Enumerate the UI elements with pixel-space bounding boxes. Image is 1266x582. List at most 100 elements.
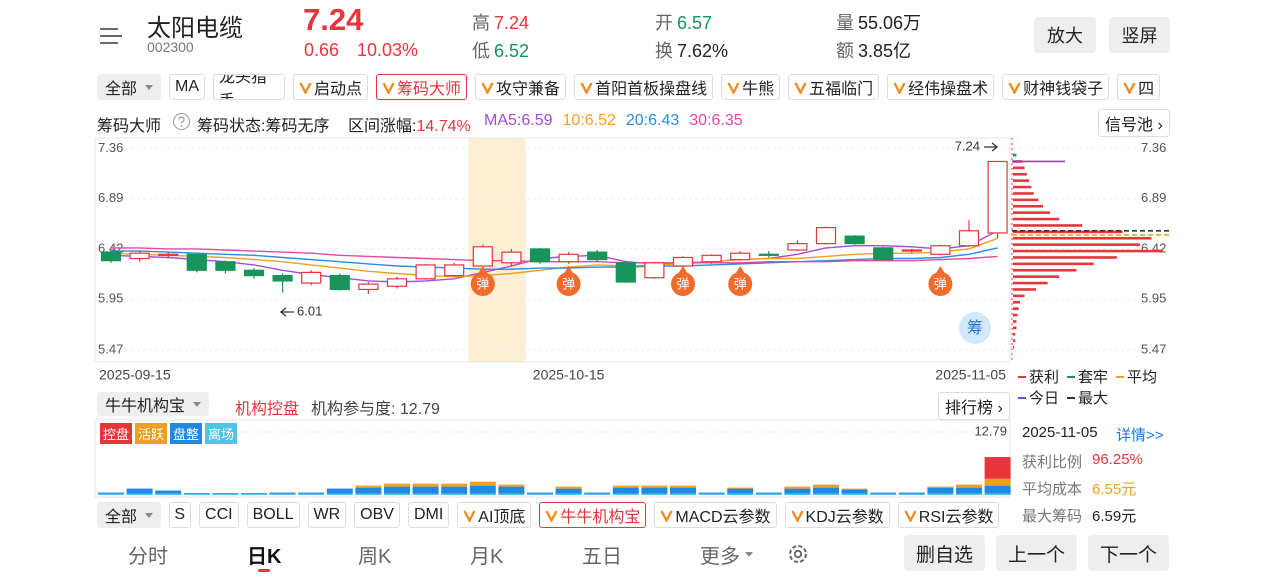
stat-label: 开 (655, 13, 673, 33)
indicator-dropdown[interactable]: 牛牛机构宝 (97, 392, 210, 416)
zoom-button[interactable]: 放大 (1034, 17, 1096, 53)
tab-label: MACD云参数 (675, 509, 771, 526)
chip-bar (1013, 256, 1117, 259)
chip-badge-label: 筹 (967, 319, 983, 337)
candle-body (129, 252, 150, 260)
chart-frame (94, 137, 1011, 363)
tab[interactable]: BOLL (246, 502, 300, 528)
menu-icon[interactable] (99, 26, 123, 46)
nav-tab[interactable]: 五日 (582, 540, 622, 569)
tab[interactable]: S (169, 502, 192, 528)
tab[interactable]: 四 (1117, 74, 1161, 100)
tab-label: RSI云参数 (918, 509, 994, 526)
ranking-button[interactable]: 排行榜 › (938, 392, 1010, 420)
candle-body (329, 275, 350, 291)
tab[interactable]: KDJ云参数 (784, 502, 890, 528)
candle-body (501, 251, 522, 264)
chip-bar (1013, 313, 1018, 317)
tab[interactable]: 牛熊 (721, 74, 781, 100)
signal-marker (671, 272, 695, 296)
indicator-legend-chip: 控盘 (100, 423, 133, 444)
ma-legend-item: 10:6.52 (562, 112, 615, 130)
tab[interactable]: OBV (354, 502, 400, 528)
legend-label: 套牢 (1078, 369, 1109, 386)
stat-value: 3.85亿 (858, 41, 912, 61)
tab[interactable]: 牛牛机构宝 (539, 502, 647, 528)
nav-button[interactable]: 上一个 (996, 535, 1077, 571)
chip-bar (1013, 166, 1025, 170)
nav-tab[interactable]: 更多 (700, 540, 753, 569)
tab[interactable]: 经伟操盘术 (887, 74, 995, 100)
tab[interactable]: 启动点 (293, 74, 369, 100)
tab[interactable]: 龙头猎手 (213, 74, 286, 100)
portrait-button[interactable]: 竖屏 (1109, 17, 1170, 53)
chip-bar (1013, 300, 1020, 304)
caret (745, 552, 753, 557)
tab[interactable]: AI顶底 (457, 502, 532, 528)
y-tick-label: 7.36 (98, 140, 123, 155)
indicator-bar (784, 493, 811, 495)
indicator-bar (298, 492, 325, 494)
nav-tab[interactable]: 分时 (128, 540, 168, 569)
tab-label: 财神钱袋子 (1023, 81, 1104, 98)
nav-tab[interactable]: 月K (470, 540, 503, 569)
tab[interactable]: WR (307, 502, 347, 528)
tab[interactable]: MACD云参数 (654, 502, 777, 528)
dropdown[interactable]: 全部 (97, 74, 162, 100)
nav-tab-label: 更多 (700, 546, 740, 568)
tab[interactable]: RSI云参数 (897, 502, 1000, 528)
tab[interactable]: 首阳首板操盘线 (574, 74, 714, 100)
v-icon (904, 509, 917, 522)
dropdown-label: 全部 (105, 509, 138, 526)
indicator-bar (155, 490, 182, 494)
chip-bar (1013, 326, 1017, 330)
indicator-bar (870, 493, 897, 495)
tab-label: CCI (205, 506, 233, 523)
chip-bar (1013, 224, 1083, 227)
candle-body (386, 278, 408, 287)
indicator-bar (355, 493, 382, 495)
chip-bar (1013, 217, 1060, 221)
tab-label: 启动点 (314, 81, 363, 98)
settings-icon[interactable] (786, 542, 810, 566)
chip-bar (1013, 204, 1043, 208)
dropdown[interactable]: 全部 (97, 502, 162, 528)
indicator-bar (183, 493, 210, 495)
nav-button[interactable]: 删自选 (904, 535, 985, 571)
indicator-bar (584, 493, 611, 495)
chip-bar (1013, 172, 1027, 176)
legend-swatch (1067, 396, 1076, 399)
stock-code: 002300 (147, 39, 194, 55)
indicator-bar (241, 493, 267, 495)
chip-bar (1013, 236, 1152, 240)
tab[interactable]: 攻守兼备 (475, 74, 567, 100)
chip-bar (1013, 288, 1037, 291)
x-tick-label: 2025-11-05 (935, 367, 1006, 383)
tab[interactable]: 筹码大师 (376, 74, 468, 100)
tab[interactable]: DMI (407, 502, 450, 528)
stock-name: 太阳电缆 (147, 15, 243, 42)
tab-label: AI顶底 (478, 509, 526, 526)
tab[interactable]: 五福临门 (788, 74, 880, 100)
signal-pin (735, 266, 746, 274)
v-icon (893, 81, 906, 94)
ma-name: 20: (625, 112, 649, 129)
nav-tab[interactable]: 周K (358, 540, 391, 569)
y-tick-label-right: 6.42 (1141, 240, 1166, 255)
indicator-bar (727, 493, 754, 495)
tab[interactable]: CCI (199, 502, 239, 528)
stat-value: 55.06万 (858, 13, 922, 33)
tab[interactable]: MA (169, 74, 206, 100)
chip-badge (959, 312, 991, 344)
nav-button[interactable]: 下一个 (1088, 535, 1169, 571)
help-icon[interactable] (172, 112, 191, 131)
tab[interactable]: 财神钱袋子 (1002, 74, 1110, 100)
nav-tab[interactable]: 日K (247, 540, 281, 572)
signal-pool-button[interactable]: 信号池 › (1098, 109, 1170, 137)
info-value: 6.55元 (1092, 481, 1137, 498)
legend-swatch (1018, 375, 1026, 378)
candle-body (672, 256, 694, 267)
details-link[interactable]: 详情>> (1116, 427, 1164, 444)
